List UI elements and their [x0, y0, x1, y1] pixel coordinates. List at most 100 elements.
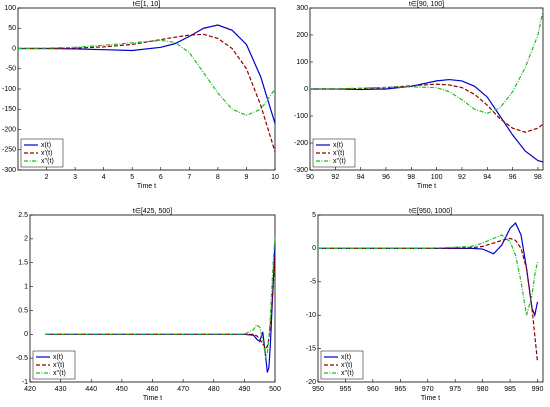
x-tick-label: 94: [357, 174, 365, 181]
x-tick-label: 955: [340, 386, 352, 393]
legend-label: x(t): [41, 142, 51, 149]
legend-label: x(t): [53, 354, 63, 361]
x-tick-label: 4: [102, 174, 106, 181]
series-line: [45, 257, 276, 350]
y-tick-label: -100: [294, 113, 308, 120]
y-tick-label: -100: [2, 86, 16, 93]
x-axis-label: Time t: [421, 395, 440, 402]
series-line: [310, 83, 544, 133]
chart-title: t∈[425, 500]: [133, 208, 172, 215]
y-tick-label: -300: [2, 167, 16, 174]
y-tick-label: 0: [24, 331, 28, 338]
x-tick-label: 90: [306, 174, 314, 181]
legend-label: x''(t): [41, 158, 54, 165]
y-tick-label: 1.5: [18, 260, 28, 267]
x-tick-label: 92: [458, 174, 466, 181]
x-tick-label: 950: [312, 386, 324, 393]
x-tick-label: 7: [187, 174, 191, 181]
chart-title: t∈[90, 100]: [409, 1, 444, 8]
x-tick-label: 960: [367, 386, 379, 393]
series-line: [310, 78, 544, 163]
y-tick-label: -150: [2, 106, 16, 113]
x-tick-label: 970: [422, 386, 434, 393]
legend-label: x'(t): [333, 150, 344, 157]
x-tick-label: 5: [130, 174, 134, 181]
y-tick-label: 2: [24, 236, 28, 243]
x-tick-label: 975: [449, 386, 461, 393]
legend-label: x'(t): [53, 362, 64, 369]
x-tick-label: 480: [208, 386, 220, 393]
series-line: [318, 234, 539, 316]
x-tick-label: 96: [509, 174, 517, 181]
x-axis-label: Time t: [137, 183, 156, 190]
plot-area: [317, 214, 544, 383]
y-tick-label: 0: [312, 245, 316, 252]
x-tick-label: 96: [382, 174, 390, 181]
series-line: [45, 236, 276, 359]
series-line: [18, 33, 276, 152]
series-line: [318, 221, 539, 318]
x-tick-label: 985: [504, 386, 516, 393]
x-tick-label: 10: [271, 174, 279, 181]
y-tick-label: 0: [304, 86, 308, 93]
y-tick-label: 100: [296, 59, 308, 66]
x-tick-label: 420: [24, 386, 36, 393]
y-tick-label: -20: [306, 379, 316, 386]
x-tick-label: 3: [73, 174, 77, 181]
y-tick-label: -200: [294, 140, 308, 147]
x-tick-label: 450: [116, 386, 128, 393]
x-tick-label: 980: [477, 386, 489, 393]
x-tick-label: 98: [534, 174, 542, 181]
x-tick-label: 490: [239, 386, 251, 393]
y-tick-label: 200: [296, 32, 308, 39]
legend-label: x(t): [333, 142, 343, 149]
series-line: [17, 39, 276, 116]
y-tick-label: 2.5: [18, 212, 28, 219]
y-tick-label: -50: [6, 66, 16, 73]
y-tick-label: 1: [24, 283, 28, 290]
chart-title: t∈[1, 10]: [133, 1, 161, 8]
legend-label: x''(t): [53, 370, 66, 377]
series-line: [18, 24, 276, 124]
series-line: [310, 10, 544, 114]
x-tick-label: 2: [45, 174, 49, 181]
x-tick-label: 8: [216, 174, 220, 181]
x-tick-label: 430: [55, 386, 67, 393]
y-tick-label: -5: [310, 279, 316, 286]
y-tick-label: -0.5: [16, 355, 28, 362]
x-tick-label: 92: [331, 174, 339, 181]
legend-label: x'(t): [341, 362, 352, 369]
x-tick-label: 440: [85, 386, 97, 393]
legend-label: x'(t): [41, 150, 52, 157]
x-tick-label: 9: [244, 174, 248, 181]
x-tick-label: 965: [394, 386, 406, 393]
x-tick-label: 500: [269, 386, 281, 393]
x-tick-label: 100: [431, 174, 443, 181]
chart-title: t∈[950, 1000]: [409, 208, 452, 215]
x-tick-label: 94: [483, 174, 491, 181]
y-tick-label: -300: [294, 167, 308, 174]
y-tick-label: -250: [2, 147, 16, 154]
y-tick-label: -200: [2, 126, 16, 133]
x-tick-label: 990: [532, 386, 544, 393]
legend-label: x''(t): [341, 370, 354, 377]
x-axis-label: Time t: [417, 183, 436, 190]
x-tick-label: 6: [159, 174, 163, 181]
x-tick-label: 470: [177, 386, 189, 393]
y-tick-label: -15: [306, 345, 316, 352]
y-tick-label: -1: [22, 379, 28, 386]
legend-label: x''(t): [333, 158, 346, 165]
x-axis-label: Time t: [143, 395, 162, 402]
x-tick-label: 460: [147, 386, 159, 393]
y-tick-label: 50: [8, 25, 16, 32]
y-tick-label: 100: [4, 5, 16, 12]
y-tick-label: -10: [306, 312, 316, 319]
legend-label: x(t): [341, 354, 351, 361]
x-tick-label: 98: [407, 174, 415, 181]
series-line: [45, 243, 276, 373]
y-tick-label: 300: [296, 5, 308, 12]
series-line: [318, 237, 539, 363]
y-tick-label: 5: [312, 212, 316, 219]
y-tick-label: 0: [12, 45, 16, 52]
